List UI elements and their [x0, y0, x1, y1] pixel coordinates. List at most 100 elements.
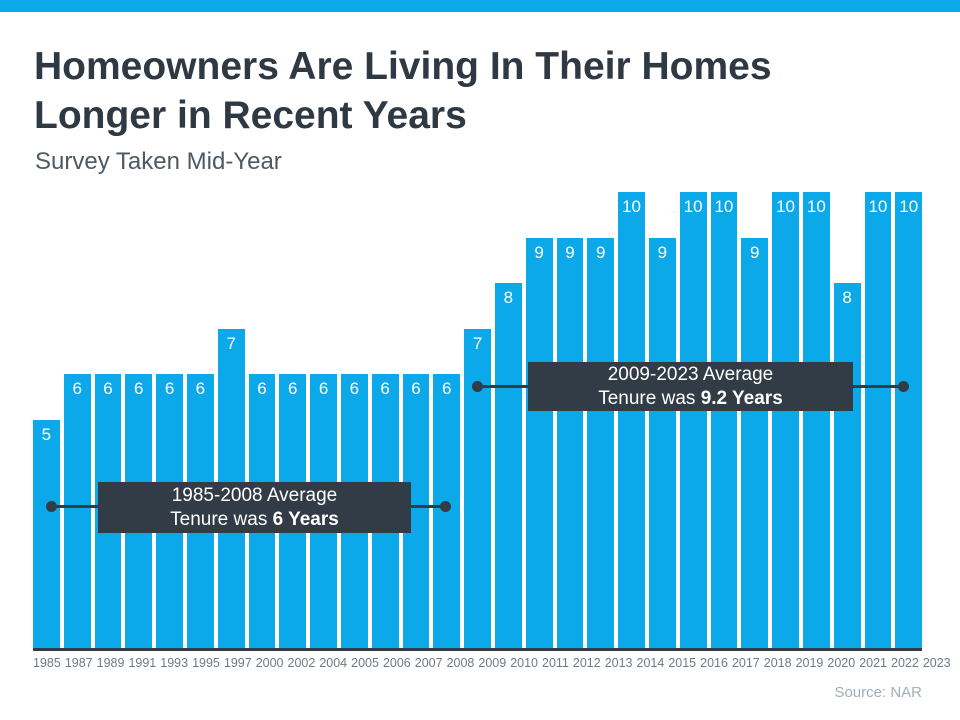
bar-2010: 8	[494, 283, 522, 648]
x-tick-label: 2010	[510, 656, 538, 670]
x-tick-label: 2017	[731, 656, 760, 670]
bar-value-label: 7	[226, 334, 236, 353]
bar-value-label: 6	[257, 379, 267, 398]
x-tick-label: 1985	[33, 656, 61, 670]
bar-2019: 10	[772, 192, 799, 648]
top-accent-bar	[0, 0, 960, 12]
x-tick-label: 1995	[192, 656, 220, 670]
bar-value-label: 6	[72, 379, 82, 398]
x-tick-label: 2019	[795, 656, 824, 670]
bar-value-label: 7	[472, 334, 483, 353]
annotation-dot-right-1985-2008	[440, 501, 451, 512]
x-tick-label: 2018	[763, 656, 792, 670]
annotation-dot-left-2009-2023	[472, 381, 483, 392]
bar-value-label: 8	[503, 288, 514, 307]
x-tick-label: 2007	[414, 656, 443, 670]
x-tick-label: 2015	[668, 656, 697, 670]
bar-value-label: 10	[714, 197, 734, 216]
annotation-dot-right-2009-2023	[898, 381, 909, 392]
x-tick-label: 2005	[351, 656, 379, 670]
bar-value-label: 6	[380, 379, 390, 398]
x-tick-label: 1993	[160, 656, 189, 670]
bar-2018: 9	[741, 238, 769, 648]
bar-2021: 8	[833, 283, 861, 648]
bar-value-label: 6	[288, 379, 298, 398]
annotation-line2: Tenure was 6 Years	[98, 508, 411, 532]
bar-value-label: 6	[442, 379, 452, 398]
annotation-line2-bold: 9.2 Years	[700, 387, 783, 409]
bar-value-label: 9	[596, 243, 606, 262]
bar-1985: 5	[33, 420, 60, 648]
bar-value-label: 6	[103, 379, 113, 398]
bar-2022: 10	[864, 192, 892, 648]
x-tick-label: 2004	[319, 656, 348, 670]
bar-value-label: 6	[195, 379, 206, 398]
annotation-line2: Tenure was 9.2 Years	[528, 387, 853, 411]
x-tick-label: 1997	[223, 656, 252, 670]
bar-value-label: 5	[41, 425, 52, 444]
x-tick-label: 2006	[382, 656, 411, 670]
x-tick-label: 2021	[859, 656, 888, 670]
x-tick-label: 2000	[255, 656, 284, 670]
bar-2011: 9	[525, 238, 553, 648]
annotation-line1: 2009-2023 Average	[607, 363, 774, 385]
source-note: Source: NAR	[834, 684, 922, 701]
bar-value-label: 9	[534, 243, 544, 262]
x-axis-labels: 1985 1987 1989 1991 1993 1995 1997 2000 2002 2004…	[33, 651, 951, 670]
x-tick-label: 1987	[64, 656, 93, 670]
bars: 5 6 6 6 6 6 7 6 6 6 6 6 6 6 7 8 9 9 9 10 9 10 10 9 10 10 8 10 10	[33, 185, 923, 648]
x-tick-label: 2008	[446, 656, 475, 670]
bar-value-label: 6	[134, 379, 144, 398]
x-tick-label: 1991	[128, 656, 157, 670]
x-tick-label: 2002	[287, 656, 316, 670]
x-tick-label: 2023	[922, 656, 951, 670]
bar-value-label: 9	[565, 243, 575, 262]
annotation-line1: 1985-2008 Average	[171, 484, 338, 506]
bar-1987: 6	[63, 374, 91, 648]
bar-value-label: 6	[411, 379, 421, 398]
annotation-line2-normal: Tenure was	[170, 508, 273, 530]
page-title-line-2: Longer in Recent Years	[34, 94, 467, 137]
bar-value-label: 6	[164, 379, 175, 398]
annotation-line2-normal: Tenure was	[598, 387, 701, 409]
bar-value-label: 10	[806, 197, 826, 216]
bar-value-label: 10	[622, 197, 641, 216]
bar-value-label: 10	[776, 197, 795, 216]
bar-2014: 10	[618, 192, 645, 648]
bar-value-label: 10	[683, 197, 703, 216]
x-tick-label: 2011	[542, 656, 569, 670]
page-subtitle: Survey Taken Mid-Year	[35, 148, 282, 175]
x-tick-label: 2012	[572, 656, 601, 670]
x-tick-label: 2013	[604, 656, 633, 670]
bar-value-label: 9	[657, 243, 668, 262]
annotation-line2-bold: 6 Years	[272, 508, 339, 530]
bar-2009: 7	[464, 329, 491, 648]
bar-value-label: 6	[318, 379, 329, 398]
annotation-box-2009-2023: 2009-2023 Average Tenure was 9.2 Years	[528, 362, 853, 411]
bar-value-label: 8	[842, 288, 852, 307]
page-title: Homeowners Are Living In Their Homes Lon…	[34, 42, 904, 140]
x-tick-label: 1989	[96, 656, 125, 670]
bar-value-label: 6	[349, 379, 360, 398]
bar-2017: 10	[710, 192, 738, 648]
x-tick-label: 2009	[478, 656, 507, 670]
x-axis-line	[33, 648, 922, 651]
x-tick-label: 2022	[891, 656, 919, 670]
bar-value-label: 10	[868, 197, 888, 216]
bar-2016: 10	[679, 192, 707, 648]
annotation-box-1985-2008: 1985-2008 Average Tenure was 6 Years	[98, 482, 411, 533]
page-title-line-1: Homeowners Are Living In Their Homes	[34, 45, 772, 88]
bar-chart: 5 6 6 6 6 6 7 6 6 6 6 6 6 6 7 8 9 9 9 10 9 10 10 9 10 10 8 10 10 198…	[33, 185, 951, 670]
bar-2013: 9	[587, 238, 615, 648]
bar-value-label: 9	[749, 243, 760, 262]
x-tick-label: 2016	[700, 656, 728, 670]
bar-value-label: 10	[899, 197, 919, 216]
bar-2023: 10	[895, 192, 923, 648]
x-tick-label: 2014	[636, 656, 665, 670]
bar-2012: 9	[556, 238, 584, 648]
bar-2015: 9	[648, 238, 676, 648]
bar-2020: 10	[802, 192, 830, 648]
x-tick-label: 2020	[827, 656, 856, 670]
annotation-dot-left-1985-2008	[46, 501, 57, 512]
